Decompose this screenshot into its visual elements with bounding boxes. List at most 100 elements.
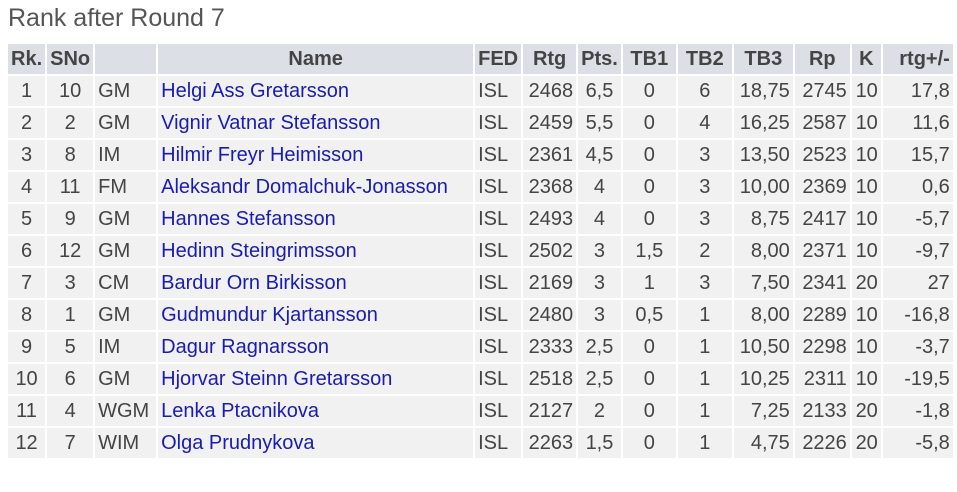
cell: 13,50	[731, 138, 795, 172]
cell: 12	[45, 234, 96, 268]
cell: WGM	[93, 394, 159, 428]
cell: 16,25	[731, 106, 795, 140]
cell: 7	[45, 426, 96, 460]
cell: Hedinn Steingrimsson	[156, 234, 476, 268]
cell: 0	[620, 74, 678, 108]
cell: 3	[576, 234, 623, 268]
cell: 4	[675, 106, 734, 140]
player-link[interactable]: Helgi Ass Gretarsson	[161, 79, 349, 102]
table-row: 6 12 GM Hedinn Steingrimsson ISL 2502 3 1,5 2 8,0…	[5, 234, 955, 268]
cell: 10	[45, 74, 96, 108]
cell: -19,5	[880, 362, 955, 396]
table-row: 2 2 GM Vignir Vatnar Stefansson ISL 2459 5,5 0 4…	[5, 106, 955, 140]
header-cell: rtg+/-	[880, 42, 955, 76]
cell: 18,75	[731, 74, 795, 108]
header-cell: Name	[156, 42, 476, 76]
cell: Hjorvar Steinn Gretarsson	[156, 362, 476, 396]
header-cell: TB1	[620, 42, 678, 76]
cell: 20	[849, 426, 883, 460]
cell: 2289	[792, 298, 852, 332]
cell: 0	[620, 426, 678, 460]
cell: 17,8	[880, 74, 955, 108]
cell: 10	[849, 138, 883, 172]
cell: 10	[849, 330, 883, 364]
cell: 10	[849, 106, 883, 140]
cell: 4,5	[576, 138, 623, 172]
cell: 4,75	[731, 426, 795, 460]
cell: Hilmir Freyr Heimisson	[156, 138, 476, 172]
player-link[interactable]: Dagur Ragnarsson	[161, 335, 329, 358]
page-title: Rank after Round 7	[8, 4, 225, 32]
cell: Lenka Ptacnikova	[156, 394, 476, 428]
cell: 6	[675, 74, 734, 108]
cell: 2133	[792, 394, 852, 428]
cell: IM	[93, 330, 159, 364]
cell: 20	[849, 266, 883, 300]
cell: 8,00	[731, 234, 795, 268]
cell: 2127	[521, 394, 579, 428]
cell: 4	[45, 394, 96, 428]
cell: 2745	[792, 74, 852, 108]
cell: 0	[620, 202, 678, 236]
cell: Hannes Stefansson	[156, 202, 476, 236]
cell: 10	[849, 298, 883, 332]
cell: GM	[93, 234, 159, 268]
cell: 10,25	[731, 362, 795, 396]
header-cell: TB2	[675, 42, 734, 76]
cell: 1,5	[576, 426, 623, 460]
cell: 3	[5, 138, 48, 172]
cell: 10	[849, 74, 883, 108]
cell: 11	[5, 394, 48, 428]
cell: Dagur Ragnarsson	[156, 330, 476, 364]
cell: 2480	[521, 298, 579, 332]
table-row: 9 5 IM Dagur Ragnarsson ISL 2333 2,5 0 1 10,50 229…	[5, 330, 955, 364]
cell: ISL	[473, 202, 524, 236]
cell: -16,8	[880, 298, 955, 332]
player-link[interactable]: Hjorvar Steinn Gretarsson	[161, 367, 393, 390]
cell: 3	[675, 138, 734, 172]
cell: 1,5	[620, 234, 678, 268]
header-cell: TB3	[731, 42, 795, 76]
cell: Olga Prudnykova	[156, 426, 476, 460]
header-cell	[93, 42, 159, 76]
cell: 1	[675, 330, 734, 364]
player-link[interactable]: Olga Prudnykova	[161, 431, 315, 454]
cell: 2226	[792, 426, 852, 460]
cell: 11	[45, 170, 96, 204]
cell: 8,75	[731, 202, 795, 236]
cell: GM	[93, 362, 159, 396]
player-link[interactable]: Aleksandr Domalchuk-Jonasson	[161, 175, 448, 198]
cell: 2	[45, 106, 96, 140]
cell: 3	[45, 266, 96, 300]
cell: 0,6	[880, 170, 955, 204]
cell: ISL	[473, 298, 524, 332]
cell: Gudmundur Kjartansson	[156, 298, 476, 332]
cell: 1	[675, 298, 734, 332]
player-link[interactable]: Hilmir Freyr Heimisson	[161, 143, 364, 166]
cell: 0	[620, 138, 678, 172]
player-link[interactable]: Lenka Ptacnikova	[161, 399, 320, 422]
table-row: 1 10 GM Helgi Ass Gretarsson ISL 2468 6,5 0 6 18,…	[5, 74, 955, 108]
cell: ISL	[473, 170, 524, 204]
cell: 27	[880, 266, 955, 300]
cell: 1	[675, 426, 734, 460]
cell: 8	[5, 298, 48, 332]
cell: 2468	[521, 74, 579, 108]
cell: CM	[93, 266, 159, 300]
player-link[interactable]: Hedinn Steingrimsson	[161, 239, 357, 262]
cell: 2369	[792, 170, 852, 204]
cell: 0,5	[620, 298, 678, 332]
cell: 1	[620, 266, 678, 300]
player-link[interactable]: Hannes Stefansson	[161, 207, 336, 230]
cell: 6	[5, 234, 48, 268]
cell: 8	[45, 138, 96, 172]
header-cell: Pts.	[576, 42, 623, 76]
cell: 7,25	[731, 394, 795, 428]
player-link[interactable]: Bardur Orn Birkisson	[161, 271, 347, 294]
cell: 7	[5, 266, 48, 300]
header-cell: Rtg	[521, 42, 579, 76]
player-link[interactable]: Vignir Vatnar Stefansson	[161, 111, 381, 134]
player-link[interactable]: Gudmundur Kjartansson	[161, 303, 378, 326]
header-cell: K	[849, 42, 883, 76]
